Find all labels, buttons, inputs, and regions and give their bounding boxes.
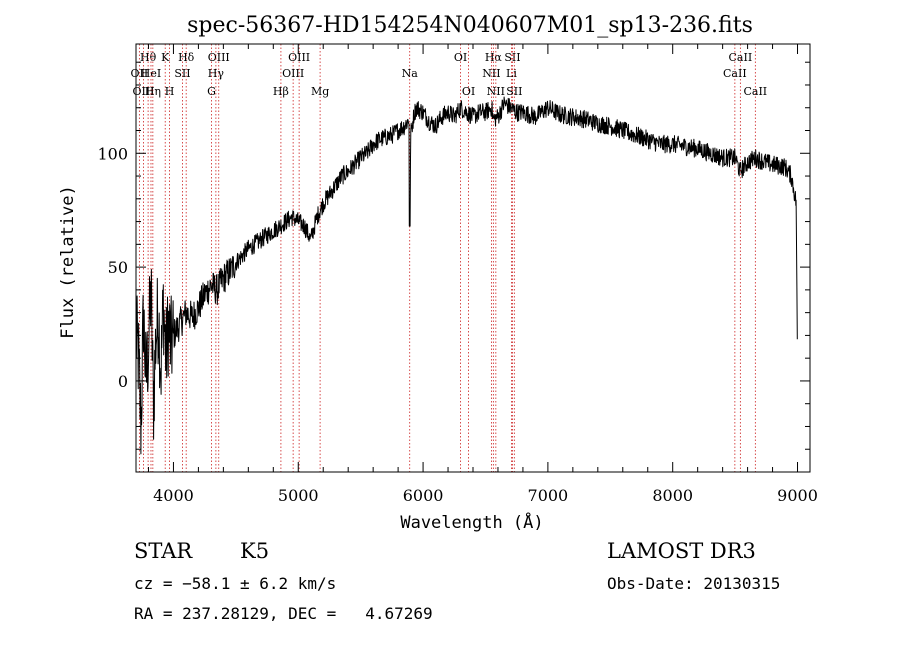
line-label-3: HeI — [141, 67, 161, 80]
x-tick-label-4: 8000 — [652, 486, 693, 505]
chart-title: spec-56367-HD154254N040607M01_sp13-236.f… — [187, 13, 753, 38]
line-label-16: Na — [402, 67, 419, 80]
line-label-27: CaII — [743, 85, 767, 98]
line-label-13: OIII — [282, 67, 304, 80]
x-tick-label-1: 5000 — [278, 486, 319, 505]
spectrum-series — [135, 96, 798, 455]
line-label-6: H — [165, 85, 175, 98]
obs-date: Obs-Date: 20130315 — [607, 574, 780, 593]
line-label-18: OI — [462, 85, 475, 98]
line-label-5: K — [161, 51, 170, 64]
line-label-7: SII — [174, 67, 190, 80]
ra-dec: RA = 237.28129, DEC = 4.67269 — [134, 604, 433, 623]
line-label-15: Mg — [311, 85, 329, 98]
line-label-24: SII — [506, 85, 522, 98]
x-axis-label: Wavelength (Å) — [400, 511, 543, 533]
line-label-19: Hα — [485, 51, 503, 64]
object-subclass: K5 — [240, 539, 269, 563]
line-label-8: Hδ — [178, 51, 195, 64]
object-class: STAR — [134, 539, 193, 563]
line-label-23: Li — [506, 67, 517, 80]
line-label-2: OIII — [132, 85, 154, 98]
y-axis-ticks: 0 50 100 — [97, 61, 810, 473]
line-label-20: NII — [482, 67, 500, 80]
line-label-11: G — [207, 85, 216, 98]
line-label-26: CaII — [723, 67, 747, 80]
line-label-21: NII — [487, 85, 505, 98]
line-label-22: SII — [504, 51, 520, 64]
line-label-9: OIII — [208, 51, 230, 64]
x-tick-label-3: 7000 — [528, 486, 569, 505]
line-label-14: OIII — [288, 51, 310, 64]
x-tick-label-0: 4000 — [153, 486, 194, 505]
line-label-25: CaII — [729, 51, 753, 64]
y-axis-label: Flux (relative) — [58, 185, 78, 339]
x-axis-ticks: 4000 5000 6000 7000 8000 9000 — [147, 44, 818, 505]
spectrum-line — [135, 96, 798, 455]
x-tick-label-5: 9000 — [777, 486, 818, 505]
survey-name: LAMOST DR3 — [607, 539, 756, 563]
y-tick-label-2: 100 — [97, 144, 128, 163]
line-label-17: OI — [454, 51, 467, 64]
line-label-12: Hβ — [273, 85, 289, 98]
line-label-0: Hθ — [140, 51, 157, 64]
x-tick-label-2: 6000 — [403, 486, 444, 505]
redshift-cz: cz = −58.1 ± 6.2 km/s — [134, 574, 336, 593]
line-label-4: Hη — [145, 85, 161, 98]
y-tick-label-0: 0 — [118, 372, 128, 391]
line-label-10: Hγ — [208, 67, 225, 80]
y-tick-label-1: 50 — [108, 258, 128, 277]
